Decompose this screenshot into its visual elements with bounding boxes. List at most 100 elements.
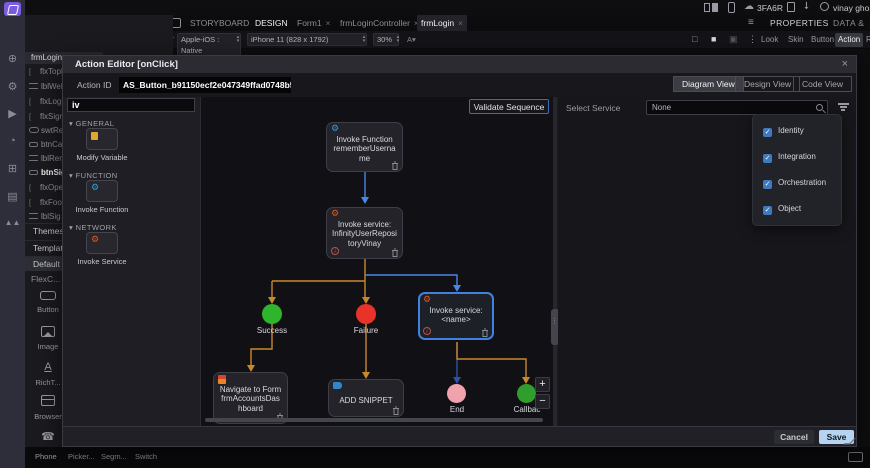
end-port[interactable] <box>447 384 466 403</box>
close-icon[interactable]: × <box>414 19 419 28</box>
tree-item-btnca[interactable]: btnCa <box>29 139 62 151</box>
zoom-select[interactable]: 30% <box>373 33 399 46</box>
prop-tab-button[interactable]: Button <box>811 35 835 44</box>
widget-image-label[interactable]: Image <box>37 342 59 351</box>
widget-image-icon[interactable] <box>41 326 55 337</box>
globe-icon[interactable]: ⊕ <box>7 53 18 65</box>
flow-diagram-canvas[interactable]: Validate Sequence Invoke Function rememb… <box>201 97 553 426</box>
prop-tab-action[interactable]: Action <box>835 33 864 47</box>
cancel-button[interactable]: Cancel <box>774 430 814 444</box>
menu-icon[interactable]: ≡ <box>748 17 754 28</box>
tab-frmlogin[interactable]: frmLogin × <box>417 15 467 31</box>
kebab-menu-icon[interactable]: ⋮ <box>748 34 757 44</box>
clipboard-icon[interactable] <box>787 2 795 12</box>
widget-browser-label[interactable]: Browser <box>34 412 62 421</box>
tab-properties[interactable]: PROPERTIES <box>770 18 829 28</box>
view-tab-design[interactable]: Design View <box>735 76 801 92</box>
account-name[interactable]: vinay ghon... <box>833 3 870 13</box>
modify-variable-item[interactable] <box>86 128 118 150</box>
tree-item-lblwelco[interactable]: lblWelco <box>29 81 71 93</box>
checkbox-checked-icon[interactable]: ✓ <box>763 206 772 215</box>
tab-form1[interactable]: Form1 × <box>297 18 331 28</box>
widget-switch-label[interactable]: Switch <box>135 452 158 461</box>
tab-design[interactable]: DESIGN <box>255 18 288 28</box>
service-search-input[interactable]: None <box>646 100 828 115</box>
cloud-icon[interactable]: ☁ <box>744 1 754 12</box>
filter-icon[interactable] <box>838 103 849 105</box>
node-add-snippet[interactable]: ADD SNIPPET <box>328 379 404 417</box>
gauge-icon[interactable]: ◔ <box>9 135 16 147</box>
tree-item-flxfoote[interactable]: [flxFoote <box>29 198 69 207</box>
validate-sequence-button[interactable]: Validate Sequence <box>469 99 549 114</box>
tree-item-flxlogin[interactable]: [flxLogin <box>29 97 68 106</box>
filter-icon-line[interactable] <box>840 106 847 108</box>
zoom-out-button[interactable]: − <box>535 394 550 409</box>
view-tab-diagram[interactable]: Diagram View <box>673 76 744 92</box>
option-orchestration[interactable]: ✓ Orchestration <box>763 178 827 189</box>
widget-browser-icon[interactable] <box>41 395 55 406</box>
failure-port[interactable] <box>356 304 376 324</box>
tree-item-btnsig-selected[interactable]: btnSig <box>29 167 66 179</box>
delete-node-icon[interactable] <box>481 328 489 337</box>
device-preview-icon[interactable] <box>728 2 735 13</box>
app-logo-icon[interactable] <box>4 2 21 16</box>
close-icon[interactable]: × <box>325 19 331 28</box>
prop-tab-r[interactable]: R <box>866 35 870 44</box>
callback-port[interactable] <box>517 384 536 403</box>
option-integration[interactable]: ✓ Integration <box>763 152 816 163</box>
option-identity[interactable]: ✓ Identity <box>763 126 804 137</box>
frame-outline-icon[interactable]: □ <box>692 34 698 44</box>
download-icon[interactable]: ⭣ <box>804 1 809 12</box>
user-avatar-icon[interactable] <box>820 2 829 11</box>
checkbox-checked-icon[interactable]: ✓ <box>763 154 772 163</box>
zoom-spinner[interactable]: ▴ ▾ <box>396 34 400 44</box>
save-button[interactable]: Save <box>819 430 854 444</box>
widget-picker-label[interactable]: Picker... <box>68 452 95 461</box>
tree-item-lblsig[interactable]: lblSig <box>29 211 61 223</box>
close-icon[interactable]: × <box>458 19 463 28</box>
vertical-scrollbar[interactable] <box>553 97 557 426</box>
tree-item-lblrem[interactable]: lblRem <box>29 153 66 165</box>
sort-order-icon[interactable]: A▾ <box>407 35 416 44</box>
widget-phone-label[interactable]: Phone <box>35 452 57 461</box>
tree-item-swtre[interactable]: swtRe <box>29 125 63 137</box>
dialog-close-icon[interactable]: × <box>841 58 848 70</box>
node-navigate-form[interactable]: Navigate to Form frmAccountsDashboard <box>213 372 288 424</box>
tab-frmlogincontroller[interactable]: frmLoginController× <box>336 15 423 31</box>
grid-icon[interactable]: ⊞ <box>7 163 18 175</box>
node-info-icon[interactable]: i <box>423 327 431 335</box>
split-view-right-icon[interactable] <box>712 3 718 12</box>
zoom-in-button[interactable]: + <box>535 377 550 392</box>
actions-search-input[interactable]: iv <box>67 98 195 112</box>
platform-select[interactable]: Apple-iOS : Native <box>177 33 241 57</box>
prop-tab-look[interactable]: Look <box>761 35 779 44</box>
node-invoke-function[interactable]: Invoke Function rememberUsername <box>326 122 403 172</box>
gear-icon[interactable]: ⚙ <box>7 81 18 93</box>
widget-richtext-icon[interactable]: A <box>44 361 52 373</box>
action-id-input[interactable]: AS_Button_b91150ecf2e047349ffad0748b5 <box>119 77 291 93</box>
filter-icon-line[interactable] <box>841 109 845 111</box>
tab-storyboard[interactable]: STORYBOARD <box>190 18 250 28</box>
tree-item-flxopen[interactable]: [flxOpen <box>29 183 68 192</box>
platform-spinner[interactable]: ▴ ▾ <box>236 34 240 44</box>
widget-button-label[interactable]: Button <box>37 305 59 314</box>
invoke-service-item[interactable]: ⚙ <box>86 232 118 254</box>
section-flexcontainer[interactable]: FlexC... <box>31 274 61 284</box>
section-general-header[interactable]: ▾ GENERAL <box>69 119 115 128</box>
widget-richtext-label[interactable]: RichT... <box>35 378 61 387</box>
option-object[interactable]: ✓ Object <box>763 204 802 215</box>
tree-item-flxtopb[interactable]: [flxTopB <box>29 67 67 76</box>
frame-filled-icon[interactable]: ■ <box>711 34 717 44</box>
scrollbar-thumb[interactable] <box>551 309 559 345</box>
checkbox-checked-icon[interactable]: ✓ <box>763 180 772 189</box>
delete-node-icon[interactable] <box>391 248 399 257</box>
view-tab-code[interactable]: Code View <box>793 76 852 92</box>
widget-button-icon[interactable] <box>40 291 56 300</box>
tree-item-flxsigni[interactable]: [flxSignI <box>29 112 67 121</box>
mountain-icon[interactable]: ▲▲ <box>4 218 21 227</box>
delete-node-icon[interactable] <box>391 161 399 170</box>
play-icon[interactable]: ▶ <box>8 108 17 120</box>
prop-tab-skin[interactable]: Skin <box>788 35 804 44</box>
success-port[interactable] <box>262 304 282 324</box>
widget-phone-icon[interactable]: ☎ <box>41 431 55 443</box>
